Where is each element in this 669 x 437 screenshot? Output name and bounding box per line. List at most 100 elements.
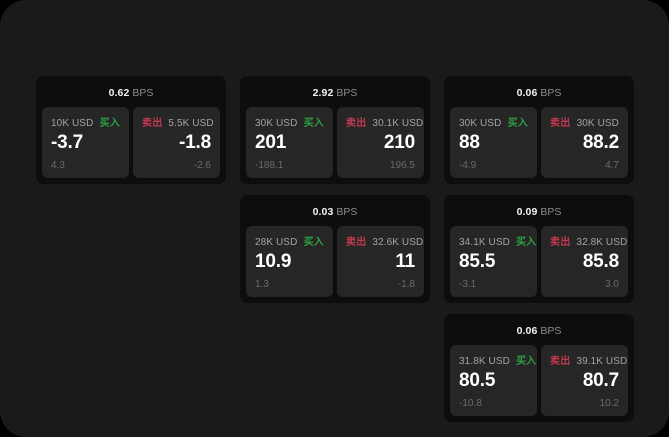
sell-action-label: 卖出 [142, 118, 163, 129]
quote-column: 0.62 BPS 10K USD 买入 -3.7 4.3 卖出 5.5K USD -1.8 -2.… [36, 76, 226, 184]
sell-action-label: 卖出 [550, 236, 571, 248]
quote-card[interactable]: 0.03 BPS 28K USD 买入 10.9 1.3 卖出 32.6K USD 11 -1.8 [240, 194, 430, 303]
sell-size-label: 32.6K USD [372, 236, 424, 248]
spread-value: 0.03 [312, 205, 334, 218]
sell-delta: 4.7 [605, 159, 619, 171]
sell-action-label: 卖出 [550, 355, 571, 367]
sell-panel[interactable]: 卖出 5.5K USD -1.8 -2.6 [133, 107, 220, 178]
buy-size-label: 28K USD [255, 236, 298, 248]
buy-panel-header: 30K USD 买入 [255, 114, 324, 129]
quote-sides: 30K USD 买入 201 -188.1 卖出 30.1K USD 210 196.5 [246, 107, 424, 178]
buy-price: -3.7 [51, 132, 83, 153]
sell-panel-header: 卖出 32.8K USD [550, 233, 627, 248]
sell-delta: 196.5 [389, 159, 415, 171]
sell-action-label: 卖出 [346, 118, 367, 129]
buy-delta: -10.8 [459, 397, 482, 409]
spread-header: 0.09 BPS [450, 202, 628, 226]
buy-panel[interactable]: 34.1K USD 买入 85.5 -3.1 [450, 225, 537, 297]
buy-panel[interactable]: 31.8K USD 买入 80.5 -10.8 [450, 344, 537, 416]
buy-delta: -4.9 [459, 159, 477, 171]
quote-sides: 10K USD 买入 -3.7 4.3 卖出 5.5K USD -1.8 -2.6 [42, 107, 220, 178]
sell-panel-header: 卖出 30.1K USD [346, 114, 423, 129]
buy-action-label: 买入 [515, 355, 537, 367]
buy-panel-header: 28K USD 买入 [255, 233, 324, 248]
spread-header: 0.06 BPS [450, 321, 628, 345]
spread-value: 0.09 [516, 205, 538, 218]
sell-size-label: 32.8K USD [576, 236, 628, 248]
buy-size-label: 34.1K USD [459, 236, 510, 248]
spread-unit: BPS [540, 87, 562, 99]
buy-panel[interactable]: 30K USD 买入 201 -188.1 [246, 107, 333, 178]
spread-header: 0.62 BPS [42, 83, 220, 107]
buy-action-label: 买入 [303, 118, 324, 129]
buy-delta: 1.3 [255, 278, 269, 290]
sell-price: 210 [383, 132, 415, 153]
buy-panel-header: 34.1K USD 买入 [459, 233, 536, 248]
buy-panel-header: 30K USD 买入 [459, 114, 528, 129]
sell-size-label: 39.1K USD [576, 355, 628, 367]
buy-price: 85.5 [459, 250, 496, 272]
spread-value: 0.06 [516, 324, 538, 337]
sell-delta: -1.8 [397, 278, 415, 290]
sell-action-label: 卖出 [550, 118, 571, 129]
quote-card[interactable]: 0.62 BPS 10K USD 买入 -3.7 4.3 卖出 5.5K USD -1.8 -2.… [36, 76, 226, 184]
spread-unit: BPS [132, 87, 154, 99]
sell-panel[interactable]: 卖出 39.1K USD 80.7 10.2 [541, 344, 628, 416]
sell-panel[interactable]: 卖出 32.6K USD 11 -1.8 [337, 225, 424, 297]
buy-size-label: 30K USD [255, 118, 298, 129]
quote-card[interactable]: 0.09 BPS 34.1K USD 买入 85.5 -3.1 卖出 32.8K USD 85.… [444, 194, 634, 303]
buy-size-label: 10K USD [51, 118, 94, 129]
sell-size-label: 30K USD [576, 118, 619, 129]
sell-action-label: 卖出 [346, 236, 367, 248]
sell-panel[interactable]: 卖出 30K USD 88.2 4.7 [541, 107, 628, 178]
buy-action-label: 买入 [99, 118, 120, 129]
buy-delta: 4.3 [51, 159, 65, 171]
buy-panel[interactable]: 10K USD 买入 -3.7 4.3 [42, 107, 129, 178]
spread-unit: BPS [336, 205, 358, 218]
sell-delta: 3.0 [605, 278, 619, 290]
buy-panel[interactable]: 30K USD 买入 88 -4.9 [450, 107, 537, 178]
quote-sides: 28K USD 买入 10.9 1.3 卖出 32.6K USD 11 -1.8 [246, 225, 424, 297]
quote-sides: 30K USD 买入 88 -4.9 卖出 30K USD 88.2 4.7 [450, 107, 628, 178]
buy-size-label: 30K USD [459, 118, 502, 129]
quote-column: 0.06 BPS 30K USD 买入 88 -4.9 卖出 30K USD 88.2 4.7 0.… [444, 76, 634, 422]
sell-panel-header: 卖出 32.6K USD [346, 233, 423, 248]
buy-action-label: 买入 [303, 236, 324, 248]
spread-header: 0.06 BPS [450, 83, 628, 107]
quote-column: 2.92 BPS 30K USD 买入 201 -188.1 卖出 30.1K USD 210 1… [240, 76, 430, 303]
buy-price: 10.9 [255, 250, 292, 272]
buy-delta: -188.1 [255, 159, 284, 171]
sell-price: -1.8 [179, 132, 211, 153]
buy-panel[interactable]: 28K USD 买入 10.9 1.3 [246, 225, 333, 297]
quote-card[interactable]: 0.06 BPS 30K USD 买入 88 -4.9 卖出 30K USD 88.2 4.7 [444, 76, 634, 184]
quote-card[interactable]: 0.06 BPS 31.8K USD 买入 80.5 -10.8 卖出 39.1K USD 80… [444, 313, 634, 422]
buy-action-label: 买入 [515, 236, 537, 248]
quote-card[interactable]: 2.92 BPS 30K USD 买入 201 -188.1 卖出 30.1K USD 210 1… [240, 76, 430, 184]
buy-price: 88 [459, 132, 480, 153]
sell-panel[interactable]: 卖出 32.8K USD 85.8 3.0 [541, 225, 628, 297]
buy-action-label: 买入 [507, 118, 528, 129]
spread-unit: BPS [540, 324, 562, 337]
sell-panel-header: 卖出 39.1K USD [550, 352, 627, 367]
sell-delta: 10.2 [599, 397, 619, 409]
sell-panel[interactable]: 卖出 30.1K USD 210 196.5 [337, 107, 424, 178]
buy-price: 201 [255, 132, 287, 153]
sell-panel-header: 卖出 30K USD [550, 114, 619, 129]
quote-board: 0.62 BPS 10K USD 买入 -3.7 4.3 卖出 5.5K USD -1.8 -2.… [36, 76, 636, 422]
spread-header: 0.03 BPS [246, 202, 424, 226]
sell-price: 11 [395, 250, 415, 272]
spread-value: 2.92 [312, 87, 334, 99]
spread-header: 2.92 BPS [246, 83, 424, 107]
sell-delta: -2.6 [193, 159, 211, 171]
sell-size-label: 30.1K USD [372, 118, 424, 129]
buy-panel-header: 31.8K USD 买入 [459, 352, 536, 367]
buy-size-label: 31.8K USD [459, 355, 510, 367]
spread-value: 0.62 [108, 87, 130, 99]
buy-price: 80.5 [459, 369, 496, 391]
buy-delta: -3.1 [459, 278, 477, 290]
spread-unit: BPS [336, 87, 358, 99]
sell-size-label: 5.5K USD [168, 118, 214, 129]
quote-sides: 31.8K USD 买入 80.5 -10.8 卖出 39.1K USD 80.7 10.2 [450, 344, 628, 416]
buy-panel-header: 10K USD 买入 [51, 114, 120, 129]
